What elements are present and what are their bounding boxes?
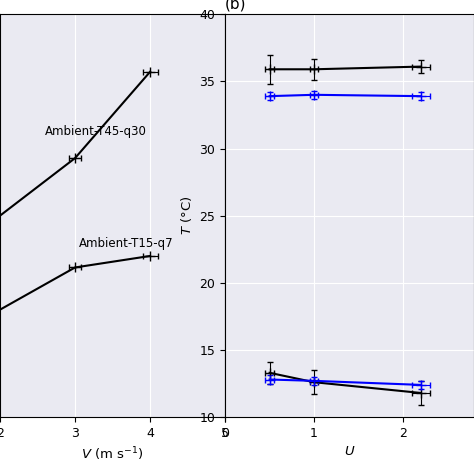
Y-axis label: $T$ (°C): $T$ (°C) [179, 196, 194, 236]
Text: Ambient-T45-q30: Ambient-T45-q30 [45, 125, 147, 138]
X-axis label: $V$ (m s$^{-1}$): $V$ (m s$^{-1}$) [81, 446, 144, 463]
X-axis label: $U$: $U$ [344, 446, 356, 458]
Text: (b): (b) [225, 0, 246, 12]
Text: Ambient-T15-q7: Ambient-T15-q7 [79, 237, 173, 250]
